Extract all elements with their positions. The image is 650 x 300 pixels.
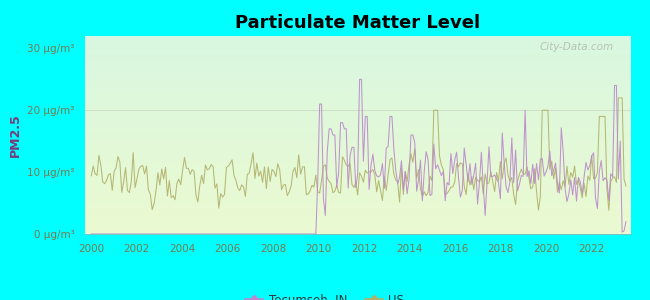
Legend: Tecumseh, IN, US: Tecumseh, IN, US [240,289,409,300]
Y-axis label: PM2.5: PM2.5 [9,113,22,157]
Text: City-Data.com: City-Data.com [540,42,614,52]
Title: Particulate Matter Level: Particulate Matter Level [235,14,480,32]
